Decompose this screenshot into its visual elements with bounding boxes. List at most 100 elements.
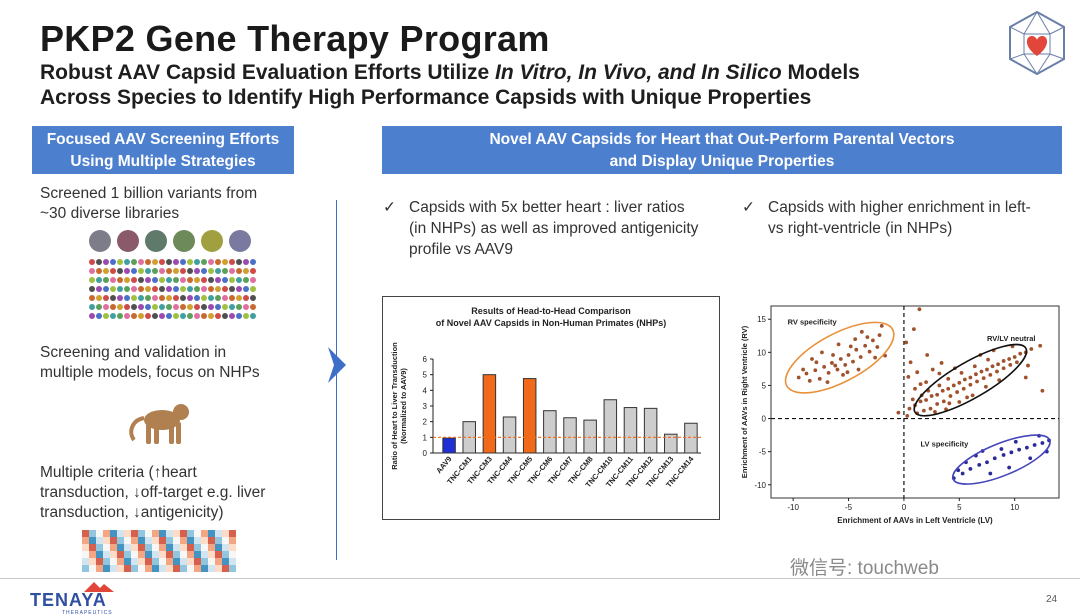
heatmap-cell — [124, 565, 131, 572]
chevron-right-icon — [328, 347, 346, 383]
neutral-point — [988, 372, 993, 377]
heatmap-cell — [229, 565, 236, 572]
heatmap-cell — [89, 544, 96, 551]
heatmap-cell — [166, 537, 173, 544]
neutral-point — [959, 370, 964, 375]
bar-tnc-cm8 — [583, 419, 597, 454]
variant-dot — [229, 295, 235, 301]
variant-dot — [145, 277, 151, 283]
y-tick-label: 2 — [423, 418, 428, 427]
heatmap-cell — [145, 530, 152, 537]
neutral-point — [913, 386, 917, 391]
bar-tnc-cm12 — [643, 407, 658, 454]
variant-dot — [236, 286, 242, 292]
variant-dot — [117, 304, 123, 310]
bar-tnc-cm7 — [563, 417, 577, 454]
neutral-point — [1012, 355, 1017, 359]
heatmap-cell — [103, 544, 110, 551]
left-item-3-line-2: transduction, ↓off-target e.g. liver — [40, 484, 266, 501]
variant-dot — [243, 304, 249, 310]
variant-dot — [166, 286, 172, 292]
left-item-2-line-1: Screening and validation in — [40, 344, 227, 361]
variant-dot — [222, 295, 228, 301]
neutral-point — [955, 390, 959, 394]
variant-dot — [215, 304, 221, 310]
lv-point — [988, 471, 993, 476]
variant-dot — [110, 259, 116, 265]
lv-point — [985, 460, 989, 465]
neutral-point — [906, 374, 911, 379]
neutral-point — [1001, 359, 1006, 363]
x-tick-label: 10 — [1010, 503, 1019, 512]
variant-dot — [166, 268, 172, 274]
heatmap-cell — [103, 530, 110, 537]
neutral-point — [940, 388, 945, 393]
variant-grid — [89, 259, 256, 319]
y-tick-label: 4 — [423, 386, 428, 395]
variant-dot — [159, 295, 165, 301]
heatmap-cell — [222, 558, 229, 565]
neutral-point — [962, 377, 967, 382]
neutral-point — [918, 382, 923, 387]
x-tick-label: 5 — [957, 503, 962, 512]
y-tick-label: 15 — [757, 315, 766, 324]
variant-dot — [117, 268, 123, 274]
company-logo-subtext: THERAPEUTICS — [62, 610, 113, 616]
heatmap-cell — [152, 558, 159, 565]
variant-dot — [145, 286, 151, 292]
neutral-point — [972, 364, 977, 369]
neutral-point — [996, 362, 1000, 367]
neutral-point — [1029, 347, 1034, 351]
rv-specificity-label: RV specificity — [788, 318, 838, 327]
heatmap-cell — [89, 530, 96, 537]
heatmap-cell — [138, 551, 145, 558]
heatmap-cell — [187, 558, 194, 565]
heatmap-cell — [138, 544, 145, 551]
plot-frame — [770, 305, 1060, 499]
heatmap-cell — [187, 544, 194, 551]
heatmap-cell — [159, 551, 166, 558]
variant-dot — [194, 259, 200, 265]
rv-point — [854, 347, 859, 352]
rv-point — [859, 329, 864, 334]
variant-dot — [229, 313, 235, 319]
variant-dot — [250, 295, 256, 301]
variant-dot — [194, 277, 200, 283]
variant-dot — [145, 313, 151, 319]
rv-point — [877, 333, 882, 338]
neutral-point — [921, 408, 926, 413]
rv-point — [833, 363, 838, 368]
variant-dot — [173, 286, 179, 292]
heatmap-cell — [110, 544, 117, 551]
x-tick-label: AAV9 — [434, 455, 453, 476]
heatmap-cell — [124, 537, 131, 544]
variant-dot — [124, 268, 130, 274]
rv-point — [879, 323, 884, 328]
neutral-point — [981, 376, 986, 381]
variant-dot — [96, 286, 102, 292]
variant-dot — [180, 295, 186, 301]
variant-dot — [222, 277, 228, 283]
neutral-point — [917, 307, 922, 312]
variant-dot — [215, 277, 221, 283]
variant-dot — [131, 295, 137, 301]
heatmap-cell — [180, 544, 187, 551]
variant-dot — [96, 259, 102, 265]
heatmap-cell — [201, 537, 208, 544]
variant-dot — [138, 286, 144, 292]
variant-dot — [131, 304, 137, 310]
heatmap-cell — [215, 544, 222, 551]
neutral-point — [937, 371, 942, 376]
subtitle-line-1: Robust AAV Capsid Evaluation Efforts Uti… — [40, 60, 860, 85]
chart-title: of Novel AAV Capsids in Non-Human Primat… — [436, 318, 667, 328]
heatmap-cell — [96, 530, 103, 537]
y-axis-label: Enrichment of AAVs in Right Ventricle (R… — [740, 325, 749, 478]
rv-point — [865, 335, 870, 340]
variant-dot — [138, 313, 144, 319]
rv-point — [831, 353, 835, 357]
heatmap-cell — [180, 565, 187, 572]
heatmap-cell — [187, 565, 194, 572]
variant-dot — [187, 313, 193, 319]
variant-dot — [124, 295, 130, 301]
lv-point — [1007, 465, 1012, 470]
